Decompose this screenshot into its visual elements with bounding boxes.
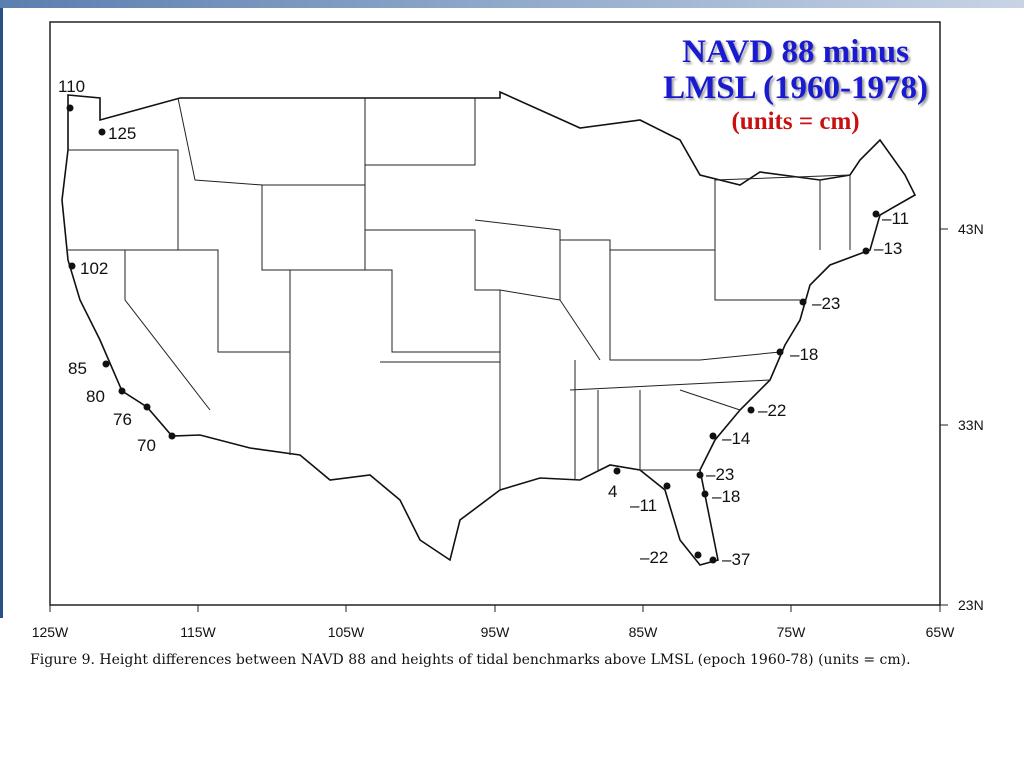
station-dot — [872, 210, 880, 218]
station-label: –13 — [874, 239, 902, 258]
station-dot — [747, 406, 755, 414]
station-dot — [799, 298, 807, 306]
station-dot — [701, 490, 709, 498]
station-dot — [776, 348, 784, 356]
station-dot — [68, 262, 76, 270]
us-outline — [61, 90, 917, 566]
station-label: –14 — [722, 429, 750, 448]
lon-tick-label: 115W — [180, 624, 216, 640]
title-line: LMSL (1960-1978) — [663, 70, 928, 106]
station-label: –23 — [706, 465, 734, 484]
subtitle: (units = cm) — [731, 108, 860, 135]
lat-tick-label: 33N — [958, 417, 984, 433]
lon-tick-label: 75W — [777, 624, 807, 640]
station-label: –18 — [712, 487, 740, 506]
station-label: 70 — [137, 436, 156, 455]
station-dot — [709, 432, 717, 440]
lon-tick-label: 105W — [328, 624, 365, 640]
station-dot — [66, 104, 74, 112]
title-block: NAVD 88 minus LMSL (1960-1978) (units = … — [663, 34, 928, 138]
station-dot — [143, 403, 151, 411]
station-label: 80 — [86, 387, 105, 406]
state-borders — [68, 97, 851, 490]
station-label: –22 — [758, 401, 786, 420]
station-label: –37 — [722, 550, 750, 569]
station-label: –11 — [882, 209, 909, 228]
station-label: 110 — [58, 77, 85, 96]
station-label: –11 — [630, 496, 657, 515]
station-label: 85 — [68, 359, 87, 378]
station-dot — [694, 551, 702, 559]
lon-tick-label: 125W — [32, 624, 69, 640]
caption: Figure 9. Height differences between NAV… — [30, 652, 911, 668]
station-dot — [168, 432, 176, 440]
station-dot — [663, 482, 671, 490]
station-label: –22 — [640, 548, 668, 567]
top-bar — [0, 0, 1024, 8]
station-dot — [613, 467, 621, 475]
lon-tick-label: 65W — [926, 624, 956, 640]
station-label: –18 — [790, 345, 818, 364]
station-label: 4 — [608, 482, 617, 501]
station-dot — [862, 247, 870, 255]
lat-tick-label: 23N — [958, 597, 984, 613]
station-label: 76 — [113, 410, 132, 429]
left-bar — [0, 8, 3, 618]
station-dot — [696, 471, 704, 479]
title-line: NAVD 88 minus — [682, 34, 909, 70]
station-dot — [118, 387, 126, 395]
station-dot — [98, 128, 106, 136]
station-dot — [102, 360, 110, 368]
lat-tick-label: 43N — [958, 221, 984, 237]
station-label: –23 — [812, 294, 840, 313]
station-label: 125 — [108, 124, 136, 143]
station-label: 102 — [80, 259, 108, 278]
lon-tick-label: 95W — [481, 624, 511, 640]
station-dot — [709, 556, 717, 564]
lon-tick-label: 85W — [629, 624, 659, 640]
